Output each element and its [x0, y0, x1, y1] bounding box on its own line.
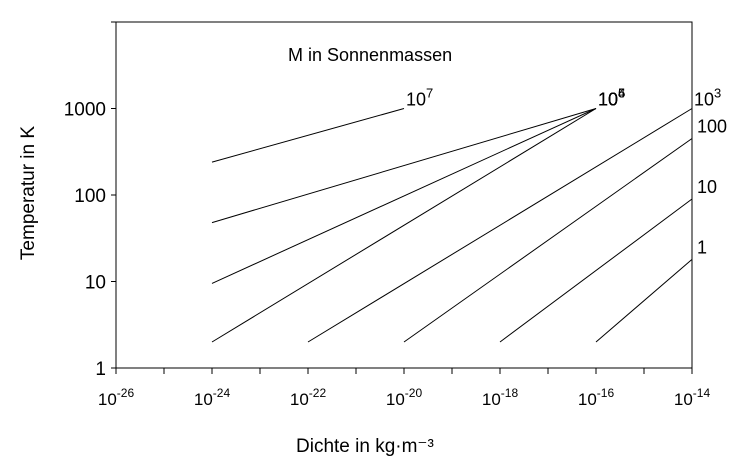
y-tick-label: 1 [95, 359, 106, 380]
x-tick-label: 10-18 [482, 386, 519, 409]
x-axis-label: Dichte in kg·m⁻³ [296, 436, 434, 457]
x-tick-label: 10-20 [386, 386, 423, 409]
series-line [403, 138, 693, 343]
series-label: 103 [694, 86, 721, 110]
x-tick-label: 10-16 [578, 386, 615, 409]
x-tick-label: 10-26 [98, 386, 135, 409]
series-label: 10 [697, 177, 717, 197]
y-axis-label: Temperatur in K [18, 126, 39, 260]
y-tick-label: 100 [74, 186, 106, 207]
series-label: 105 [598, 86, 625, 110]
series-label: 104 [598, 86, 625, 110]
x-axis-ticks: 10-26 10-24 10-22 10-20 10-18 10-16 10-14 [98, 368, 711, 409]
y-tick-label: 1000 [64, 100, 106, 121]
series-line [499, 198, 693, 343]
series-line [595, 259, 693, 343]
series-label: 100 [697, 116, 727, 136]
y-axis-ticks: 1 10 100 1000 [64, 21, 116, 380]
x-tick-label: 10-14 [674, 386, 711, 409]
series-line [211, 108, 405, 163]
series-line [307, 108, 693, 343]
plot-area [115, 21, 693, 369]
series-line [211, 108, 597, 284]
series-label: 1 [697, 237, 707, 257]
x-tick-label: 10-22 [290, 386, 327, 409]
series-line [211, 108, 597, 343]
series-label: 107 [406, 86, 433, 110]
series-lines [211, 108, 693, 343]
chart-title: M in Sonnenmassen [288, 45, 452, 65]
y-tick-label: 10 [85, 273, 106, 294]
series-label: 106 [598, 86, 625, 110]
x-tick-label: 10-24 [194, 386, 231, 409]
series-line [211, 108, 597, 224]
